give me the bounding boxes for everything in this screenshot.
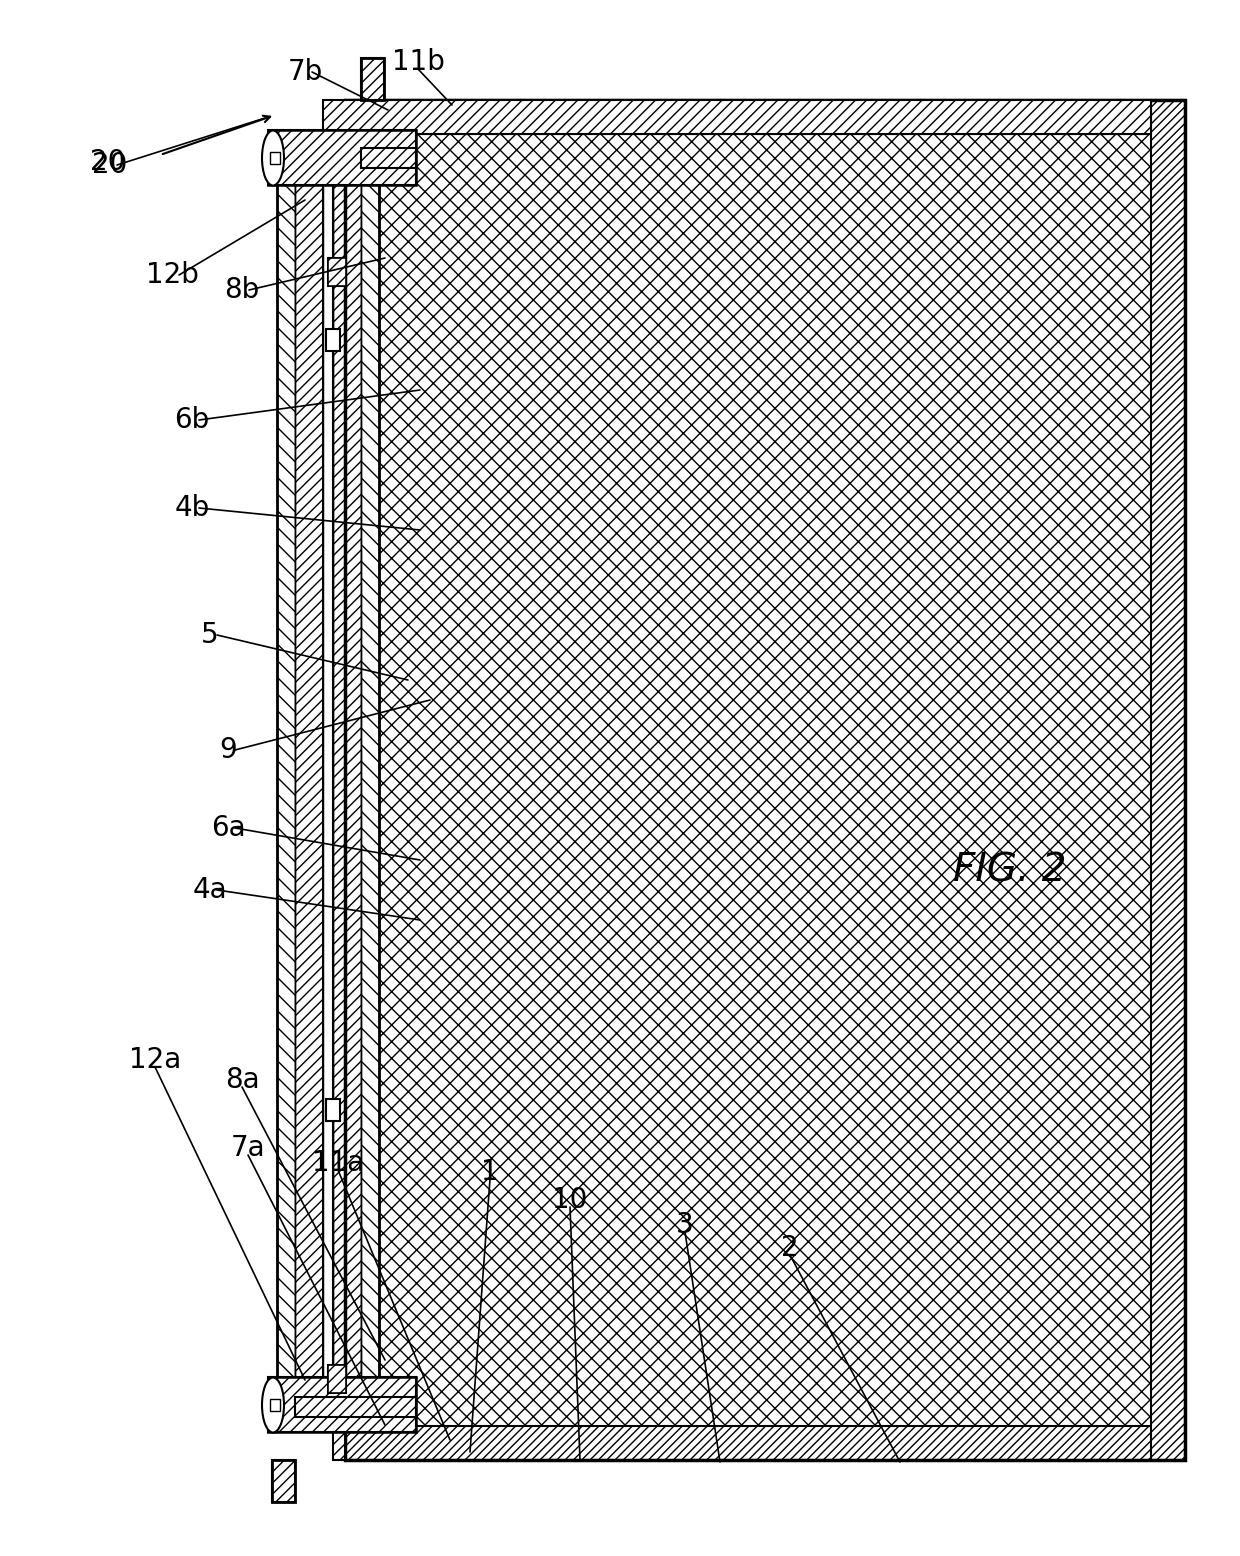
Bar (326, 1099, 340, 1120)
Bar (277, 134, 379, 1425)
Ellipse shape (262, 1377, 284, 1433)
Text: 4a: 4a (192, 876, 227, 904)
Text: 6a: 6a (211, 814, 246, 842)
Text: 2: 2 (781, 1234, 799, 1262)
Bar (1151, 100, 1185, 1460)
Bar (268, 1377, 415, 1432)
Bar (334, 1425, 345, 1460)
Bar (345, 100, 1185, 134)
Bar (272, 1460, 295, 1502)
Bar (295, 1397, 415, 1418)
Bar (329, 258, 346, 286)
Text: 5: 5 (201, 621, 218, 649)
Bar (270, 152, 280, 163)
Text: 1: 1 (481, 1158, 498, 1186)
Text: 7b: 7b (288, 58, 322, 86)
Text: 20: 20 (92, 151, 128, 179)
Bar (361, 148, 415, 168)
Bar (361, 134, 379, 1425)
Text: 3: 3 (676, 1211, 694, 1239)
Text: 11a: 11a (312, 1148, 365, 1176)
Bar (268, 131, 415, 185)
Bar (268, 1377, 415, 1432)
Text: 10: 10 (552, 1186, 588, 1214)
Bar (322, 100, 1151, 134)
Text: 7a: 7a (231, 1134, 265, 1162)
Text: 12a: 12a (129, 1046, 181, 1074)
Text: 9: 9 (219, 736, 237, 764)
Bar (272, 1460, 295, 1502)
Bar (329, 1365, 346, 1393)
Ellipse shape (262, 131, 284, 185)
Text: 12b: 12b (145, 261, 198, 289)
Bar (345, 100, 1185, 1460)
Bar (329, 258, 346, 286)
Bar (322, 134, 334, 1425)
Bar (295, 134, 322, 1425)
Bar (361, 58, 384, 100)
Text: 20: 20 (91, 148, 125, 176)
Bar (326, 328, 340, 352)
Bar (345, 1425, 1185, 1460)
Text: 8b: 8b (224, 275, 259, 303)
Bar (268, 131, 415, 185)
Bar (334, 134, 361, 1425)
Bar (295, 1397, 415, 1418)
Bar (329, 1365, 346, 1393)
Text: 4b: 4b (175, 493, 210, 521)
Text: 11b: 11b (392, 48, 444, 76)
Bar (361, 58, 384, 100)
Text: 6b: 6b (175, 406, 210, 434)
Bar (270, 1399, 280, 1411)
Bar (361, 148, 415, 168)
Text: FIG. 2: FIG. 2 (954, 851, 1066, 888)
Text: 8a: 8a (224, 1066, 259, 1094)
Bar (277, 134, 295, 1425)
Bar (379, 134, 1151, 1425)
